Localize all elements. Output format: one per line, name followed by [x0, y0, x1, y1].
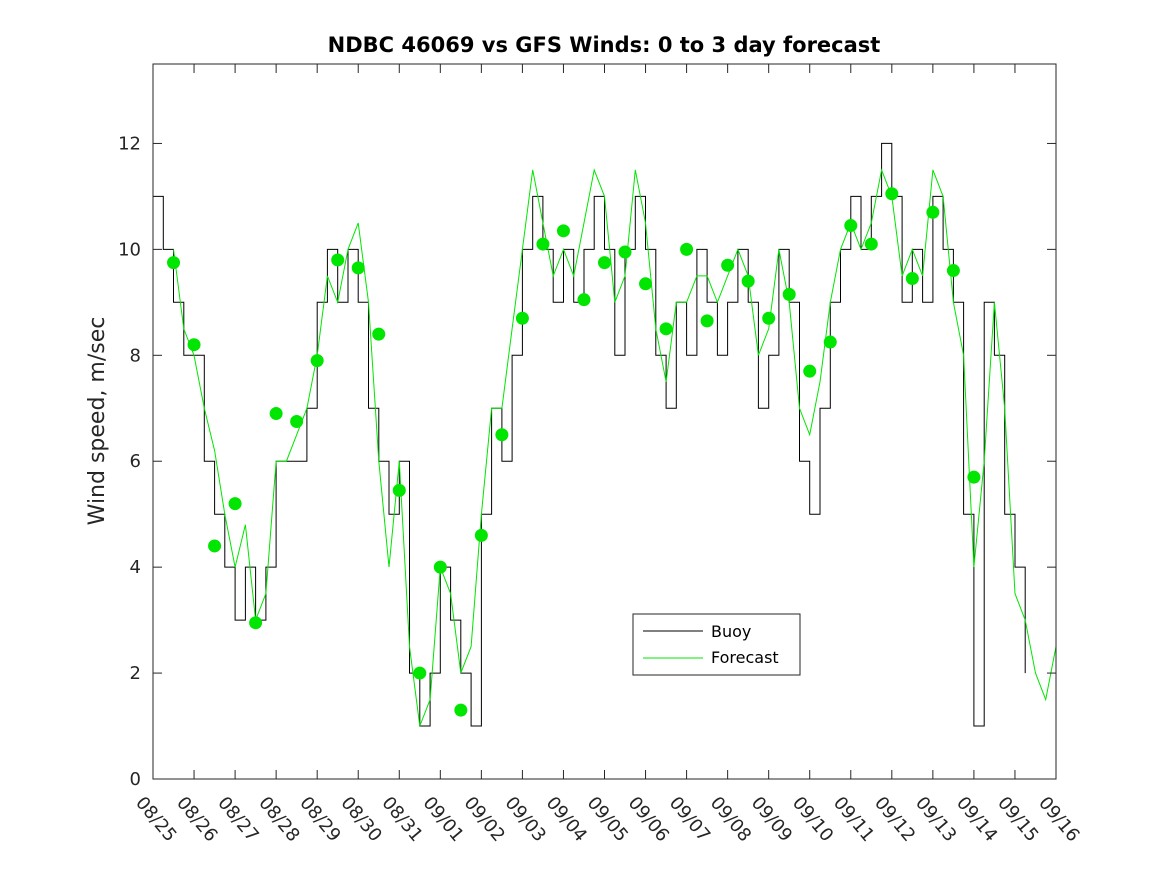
y-tick-label: 12	[118, 133, 141, 154]
legend: Buoy Forecast	[632, 613, 801, 676]
axes-background	[153, 64, 1056, 779]
forecast-marker	[290, 415, 304, 428]
forecast-marker	[844, 219, 858, 233]
forecast-marker	[515, 311, 529, 325]
y-axis-label: Wind speed, m/sec	[85, 317, 110, 526]
forecast-marker	[495, 428, 509, 442]
legend-forecast-label: Forecast	[711, 648, 779, 667]
forecast-marker	[926, 205, 940, 219]
forecast-marker	[721, 258, 735, 272]
forecast-marker	[782, 287, 796, 301]
forecast-marker	[474, 528, 488, 542]
forecast-marker	[700, 314, 714, 328]
y-tick-label: 10	[118, 239, 141, 260]
marker-layer	[167, 187, 981, 717]
forecast-marker	[946, 264, 960, 278]
forecast-marker	[228, 497, 242, 511]
series-line-buoy	[153, 142, 1026, 727]
y-axis: 0 2 4 6 8 10 12	[118, 133, 1056, 790]
forecast-marker	[577, 293, 591, 307]
forecast-marker	[433, 560, 447, 574]
forecast-marker	[680, 242, 694, 256]
forecast-marker	[331, 253, 345, 267]
forecast-marker	[741, 274, 755, 288]
forecast-marker	[310, 354, 324, 368]
forecast-marker	[864, 237, 878, 251]
series-line-forecast	[173, 168, 1057, 727]
y-tick-label: 8	[130, 345, 141, 366]
forecast-marker	[639, 277, 653, 291]
forecast-marker	[556, 224, 570, 238]
forecast-marker	[803, 364, 817, 378]
y-tick-label: 0	[130, 769, 141, 790]
forecast-marker	[372, 327, 386, 341]
forecast-marker	[392, 483, 406, 497]
forecast-marker	[167, 256, 181, 270]
forecast-marker	[823, 335, 837, 349]
chart-title: NDBC 46069 vs GFS Winds: 0 to 3 day fore…	[328, 33, 881, 57]
y-tick-label: 6	[130, 451, 141, 472]
series-layer	[153, 142, 1057, 727]
forecast-marker	[269, 407, 283, 421]
forecast-marker	[187, 338, 201, 352]
forecast-marker	[249, 616, 263, 630]
forecast-marker	[536, 237, 550, 251]
forecast-marker	[885, 187, 899, 201]
forecast-marker	[413, 666, 427, 680]
forecast-marker	[967, 470, 981, 484]
forecast-marker	[762, 311, 776, 325]
y-tick-label: 2	[130, 663, 141, 684]
legend-box	[632, 613, 801, 676]
forecast-marker	[905, 272, 919, 285]
forecast-marker	[618, 245, 632, 259]
y-tick-label: 4	[130, 557, 141, 578]
forecast-marker	[454, 703, 468, 717]
legend-buoy-label: Buoy	[711, 622, 751, 641]
plot-area	[153, 64, 1056, 779]
forecast-marker	[598, 256, 611, 270]
forecast-marker	[208, 539, 222, 553]
forecast-marker	[351, 261, 365, 275]
forecast-marker	[659, 322, 673, 336]
